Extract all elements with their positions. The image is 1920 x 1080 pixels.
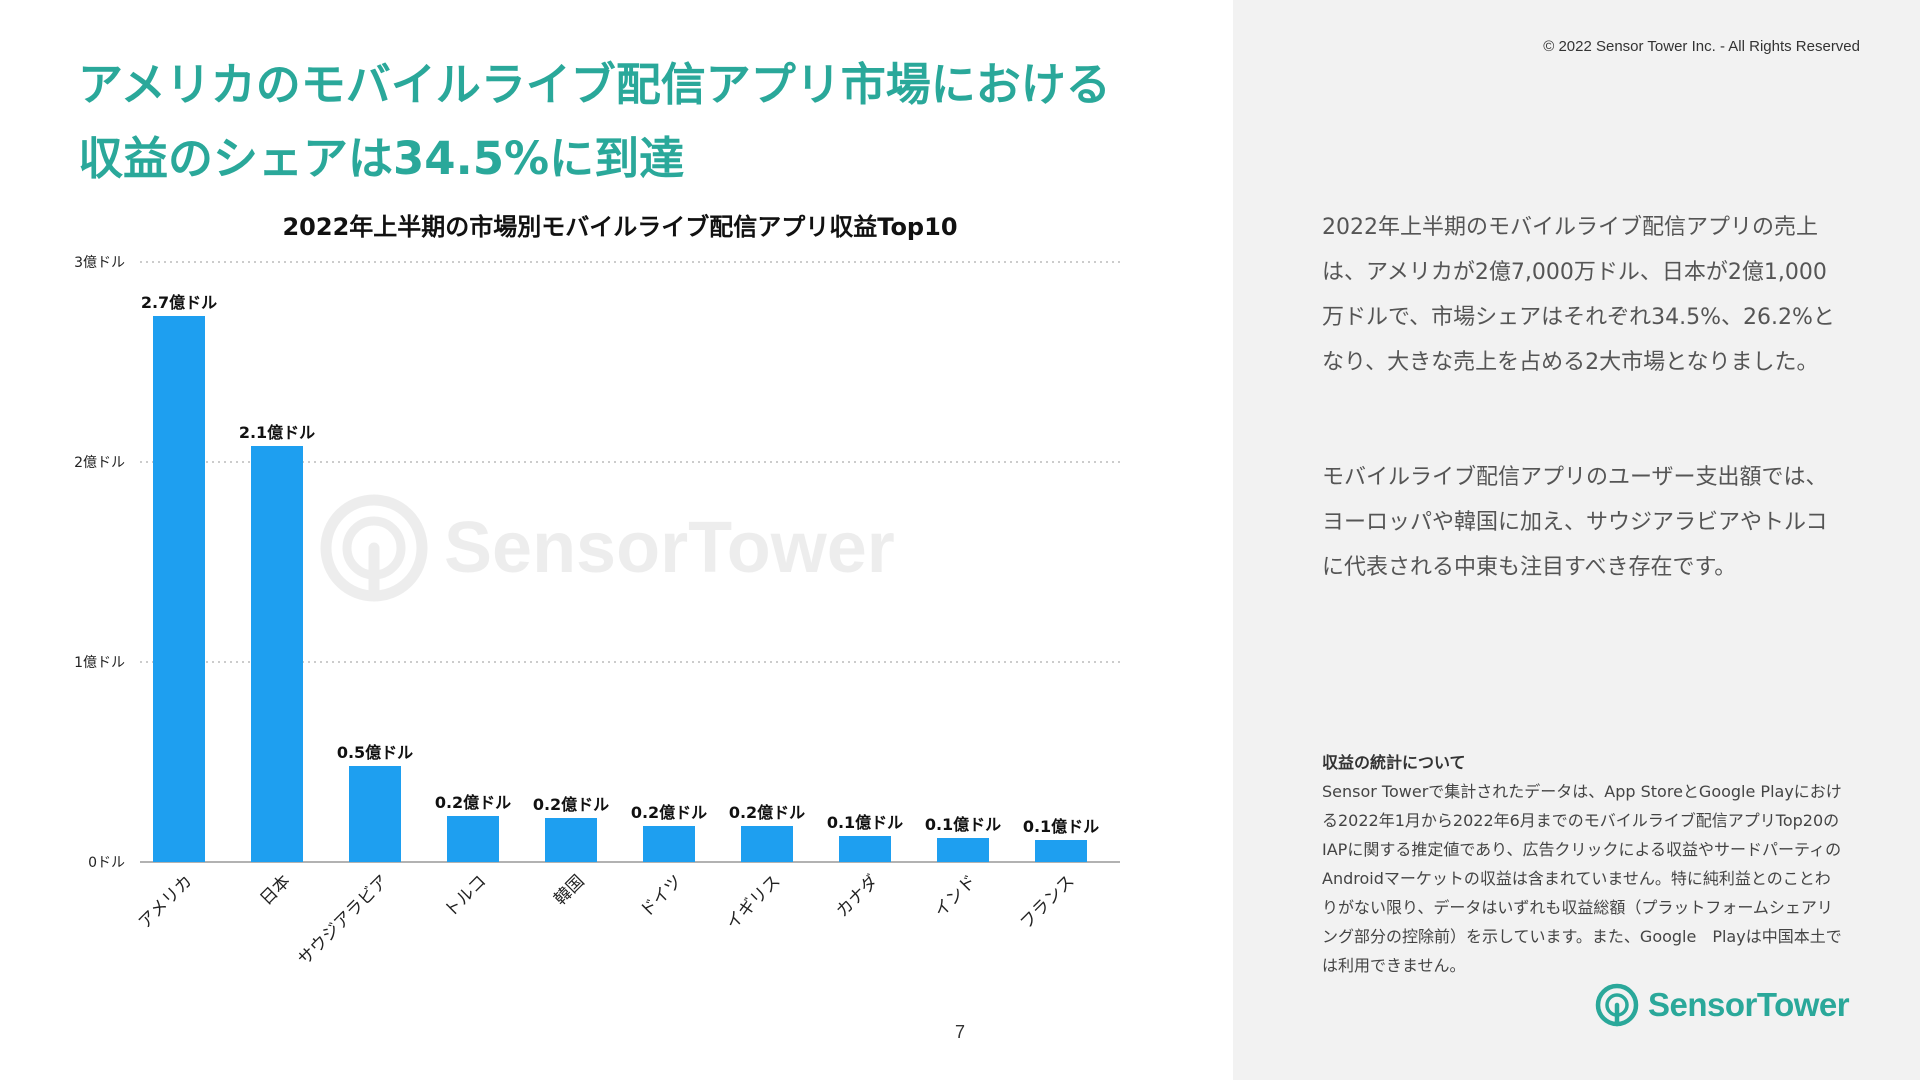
x-tick-label: 日本 — [256, 871, 294, 909]
sensor-tower-logo: SensorTower — [1594, 982, 1850, 1028]
x-tick-label: フランス — [1017, 871, 1079, 933]
slide-title-line-1: アメリカのモバイルライブ配信アプリ市場における — [78, 58, 1111, 111]
chart-title: 2022年上半期の市場別モバイルライブ配信アプリ収益Top10 — [282, 213, 958, 241]
sensor-tower-logo-icon — [1595, 983, 1639, 1027]
data-label: 0.1億ドル — [925, 815, 1001, 834]
bar — [251, 446, 303, 862]
page-number: 7 — [954, 1022, 965, 1042]
bar — [839, 836, 891, 862]
x-tick-label: イギリス — [722, 871, 784, 933]
x-tick-label: サウジアラビア — [294, 871, 392, 969]
sensor-tower-logo-text: SensorTower — [1648, 986, 1850, 1023]
x-tick-label: アメリカ — [135, 871, 197, 933]
x-tick-label: ドイツ — [636, 871, 686, 921]
y-tick-label: 1億ドル — [74, 655, 125, 671]
bar — [937, 838, 989, 862]
data-label: 2.1億ドル — [239, 423, 315, 442]
x-tick-label: インド — [930, 871, 980, 921]
summary-paragraph-1: 2022年上半期のモバイルライブ配信アプリの売上は、アメリカが2億7,000万ド… — [1322, 215, 1835, 375]
data-label: 0.2億ドル — [435, 793, 511, 812]
data-label: 0.2億ドル — [729, 803, 805, 822]
y-tick-label: 0ドル — [88, 855, 125, 871]
data-label: 0.1億ドル — [827, 813, 903, 832]
revenue-note-body: Sensor Towerで集計されたデータは、App StoreとGoogle … — [1322, 782, 1842, 975]
slide-title-line-2: 収益のシェアは34.5%に到達 — [78, 132, 685, 185]
bar — [349, 766, 401, 862]
bar — [741, 826, 793, 862]
copyright-notice: © 2022 Sensor Tower Inc. - All Rights Re… — [1543, 38, 1860, 55]
watermark-text: SensorTower — [444, 508, 895, 588]
chart-bars — [153, 316, 1087, 862]
y-tick-label: 3億ドル — [74, 255, 125, 271]
summary-paragraph-2: モバイルライブ配信アプリのユーザー支出額では、ヨーロッパや韓国に加え、サウジアラ… — [1322, 465, 1828, 580]
data-label: 0.2億ドル — [631, 803, 707, 822]
data-label: 2.7億ドル — [141, 293, 217, 312]
y-tick-label: 2億ドル — [74, 455, 125, 471]
data-label: 0.5億ドル — [337, 743, 413, 762]
x-tick-label: 韓国 — [550, 871, 588, 909]
watermark-logo-icon — [320, 494, 428, 602]
bar — [643, 826, 695, 862]
x-tick-label: トルコ — [441, 871, 491, 921]
bar — [153, 316, 205, 862]
bar — [545, 818, 597, 862]
data-label: 0.2億ドル — [533, 795, 609, 814]
bar — [1035, 840, 1087, 862]
slide-title: アメリカのモバイルライブ配信アプリ市場における 収益のシェアは34.5%に到達 — [78, 48, 1198, 196]
revenue-note: 収益の統計について Sensor Towerで集計されたデータは、App Sto… — [1322, 748, 1842, 980]
data-label: 0.1億ドル — [1023, 817, 1099, 836]
right-panel — [1233, 0, 1920, 1080]
x-tick-label: カナダ — [832, 871, 882, 921]
bar — [447, 816, 499, 862]
revenue-note-heading: 収益の統計について — [1322, 753, 1466, 772]
watermark: SensorTower — [318, 492, 895, 604]
